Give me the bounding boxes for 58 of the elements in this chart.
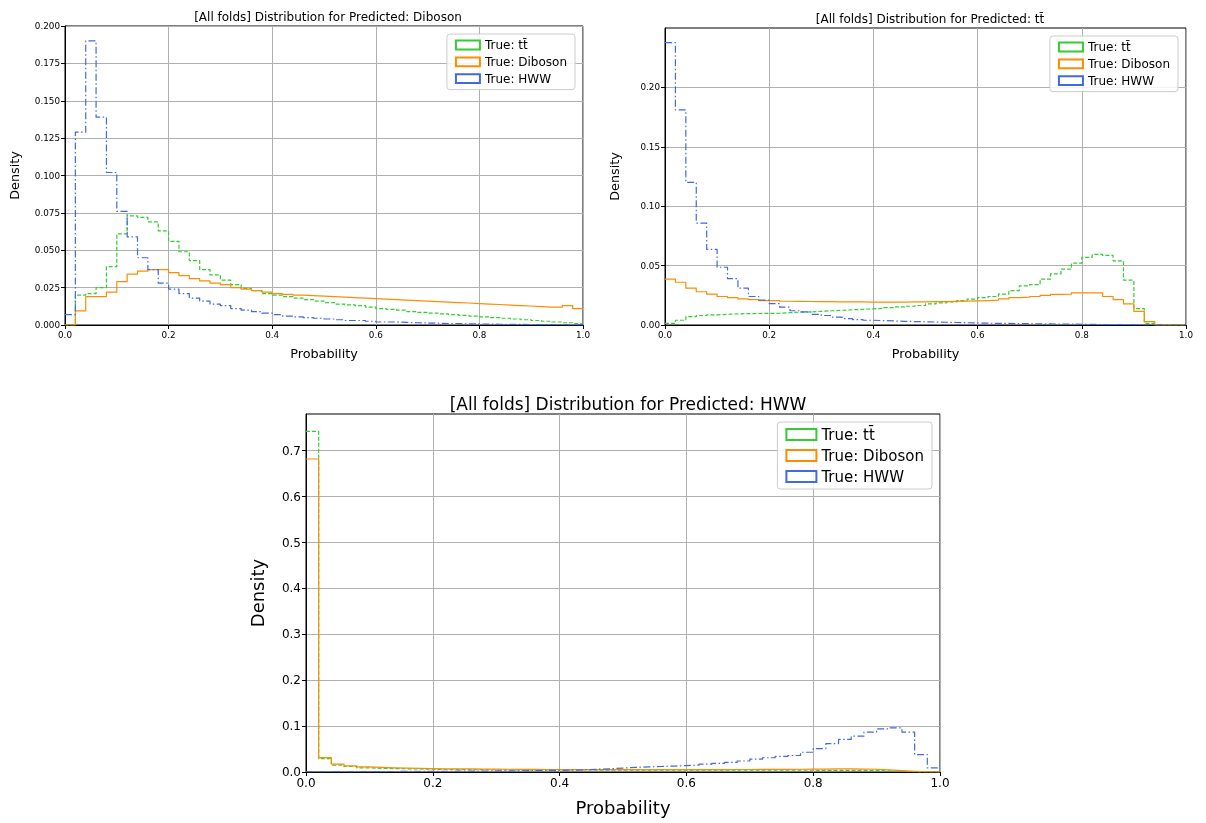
x-tick-label: 0.2: [762, 329, 777, 340]
y-tick-label: 0.125: [34, 133, 60, 144]
x-tick-label: 1.0: [1179, 329, 1194, 340]
x-tick-label: 1.0: [930, 776, 950, 790]
y-tick-label: 0.15: [640, 141, 660, 152]
legend-label: True: tt̄: [483, 37, 528, 52]
chart-title: [All folds] Distribution for Predicted: tt̄: [815, 12, 1045, 27]
legend-label: True: HWW: [483, 71, 552, 86]
legend-label: True: Diboson: [820, 446, 925, 465]
y-tick-label: 0.100: [34, 170, 61, 181]
y-tick-label: 0.7: [281, 443, 301, 458]
y-tick-label: 0.025: [34, 282, 60, 293]
x-tick-label: 0.4: [265, 329, 280, 340]
y-tick-label: 0.20: [640, 82, 661, 93]
x-tick-label: 0.8: [472, 329, 487, 340]
y-tick-label: 0.075: [34, 207, 60, 218]
x-tick-label: 0.8: [803, 776, 823, 790]
legend-label: True: HWW: [1086, 73, 1155, 88]
x-tick-label: 0.8: [1074, 329, 1089, 340]
y-tick-label: 0.10: [640, 201, 661, 212]
x-tick-label: 0.4: [866, 329, 881, 340]
y-tick-label: 0.2: [281, 673, 301, 688]
y-axis-title: Density: [607, 151, 622, 201]
x-tick-label: 0.6: [970, 329, 985, 340]
y-tick-label: 0.00: [640, 320, 661, 330]
x-tick-label: 0.6: [368, 329, 384, 340]
y-tick-label: 0.150: [34, 95, 61, 106]
x-tick-label: 0.2: [423, 776, 443, 790]
chart-title: [All folds] Distribution for Predicted: HWW: [449, 393, 807, 414]
legend-label: True: Diboson: [483, 54, 567, 69]
y-tick-label: 0.000: [34, 320, 61, 330]
y-axis-title: Density: [7, 150, 22, 200]
x-tick-label: 0.0: [296, 776, 316, 790]
y-tick-label: 0.0: [281, 765, 301, 779]
y-tick-label: 0.05: [640, 260, 660, 271]
legend-label: True: Diboson: [1086, 56, 1170, 71]
chart-title: [All folds] Distribution for Predicted: Diboson: [194, 10, 462, 25]
y-tick-label: 0.175: [34, 58, 60, 69]
x-tick-label: 0.0: [58, 329, 73, 340]
legend-label: True: tt̄: [820, 424, 875, 444]
x-axis-title: Probability: [575, 796, 671, 818]
y-tick-label: 0.5: [281, 535, 301, 550]
legend-label: True: tt̄: [1086, 39, 1131, 54]
y-tick-label: 0.6: [281, 489, 301, 504]
x-tick-label: 0.4: [550, 776, 570, 790]
x-axis-title: Probability: [290, 346, 359, 361]
legend-label: True: HWW: [820, 467, 905, 486]
x-tick-label: 1.0: [576, 329, 591, 340]
y-tick-label: 0.050: [34, 245, 61, 256]
y-tick-label: 0.200: [34, 21, 61, 31]
y-axis-title: Density: [246, 558, 268, 628]
x-tick-label: 0.2: [161, 329, 176, 340]
y-tick-label: 0.3: [281, 627, 301, 642]
x-axis-title: Probability: [891, 346, 960, 361]
y-tick-label: 0.4: [281, 581, 301, 596]
y-tick-label: 0.1: [281, 719, 301, 734]
x-tick-label: 0.6: [676, 776, 696, 790]
x-tick-label: 0.0: [658, 329, 673, 340]
